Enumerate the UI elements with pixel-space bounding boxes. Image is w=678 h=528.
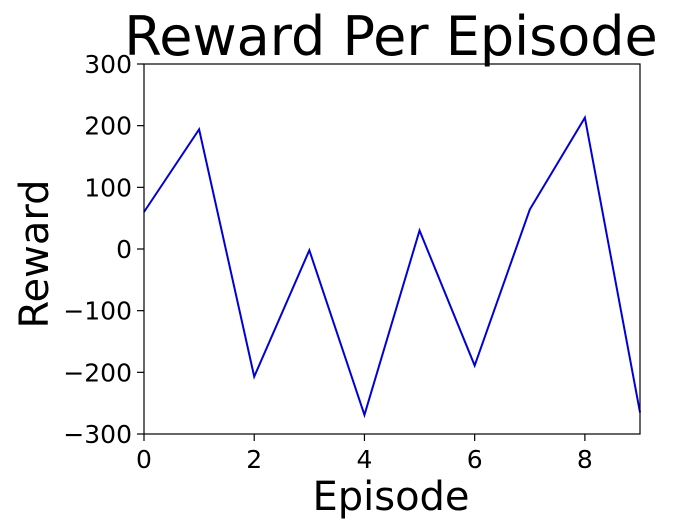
y-axis-label: Reward (12, 180, 58, 329)
x-tick-label: 0 (136, 445, 152, 474)
y-tick-label: 300 (84, 50, 132, 79)
axis-ticks: 0 2 4 6 8 −300 −200 −100 0 100 200 300 (63, 50, 593, 474)
x-tick-label: 4 (356, 445, 372, 474)
y-tick-label: −100 (63, 297, 132, 326)
x-tick-label: 2 (246, 445, 262, 474)
chart-title: Reward Per Episode (124, 5, 658, 68)
y-tick-label: −200 (63, 358, 132, 387)
x-axis-label: Episode (312, 474, 469, 520)
x-tick-label: 8 (577, 445, 593, 474)
y-tick-label: −300 (63, 420, 132, 449)
y-tick-label: 0 (116, 235, 132, 264)
y-tick-label: 200 (84, 112, 132, 141)
x-tick-label: 6 (467, 445, 483, 474)
plot-frame (143, 63, 641, 435)
reward-series-line (143, 114, 641, 419)
series-layer (143, 114, 641, 419)
y-tick-label: 100 (84, 173, 132, 202)
